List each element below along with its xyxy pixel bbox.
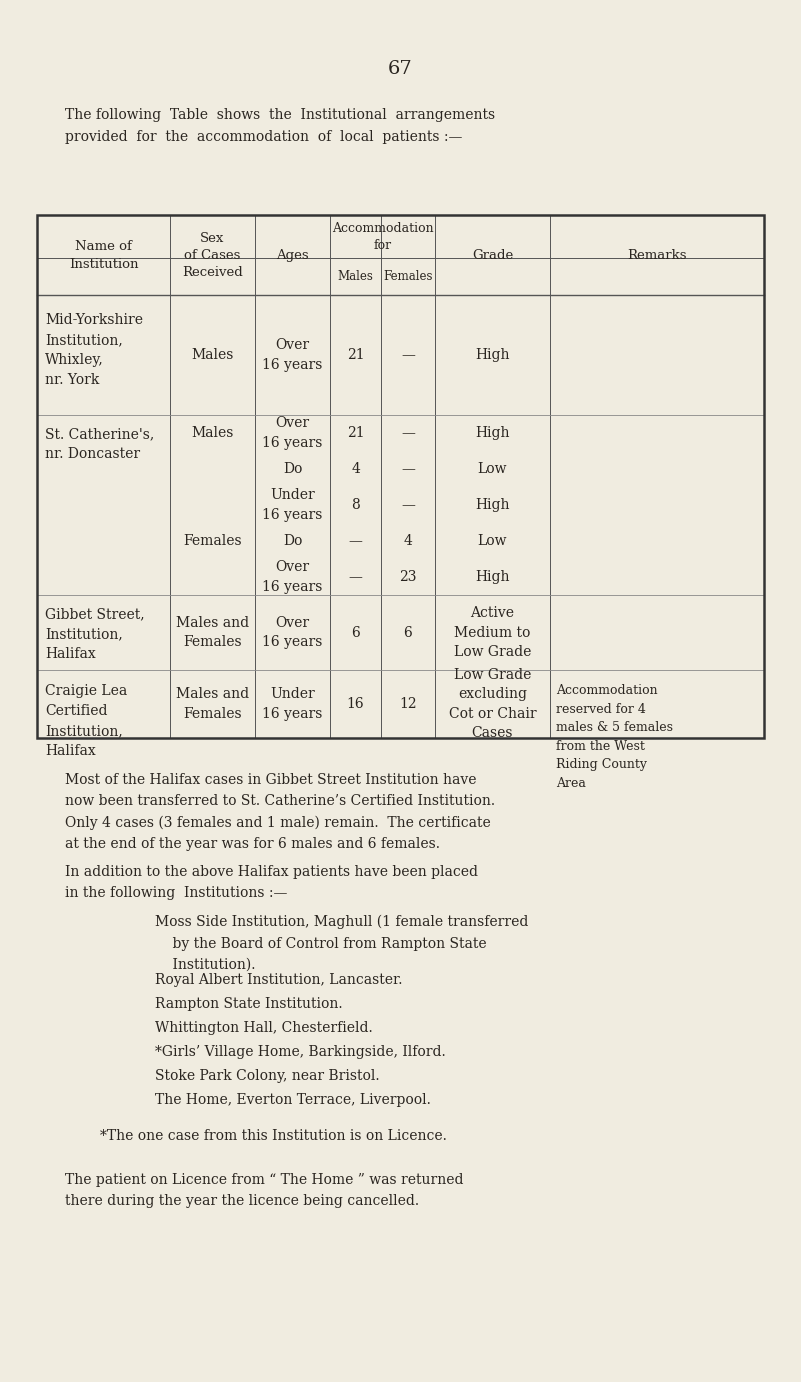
Text: Low Grade
excluding
Cot or Chair
Cases: Low Grade excluding Cot or Chair Cases <box>449 668 537 741</box>
Text: Females: Females <box>383 269 433 283</box>
Text: Whittington Hall, Chesterfield.: Whittington Hall, Chesterfield. <box>155 1021 372 1035</box>
Text: High: High <box>475 348 509 362</box>
Text: Most of the Halifax cases in Gibbet Street Institution have
now been transferred: Most of the Halifax cases in Gibbet Stre… <box>65 773 495 851</box>
Text: Royal Albert Institution, Lancaster.: Royal Albert Institution, Lancaster. <box>155 973 402 987</box>
Text: Over
16 years: Over 16 years <box>262 416 323 449</box>
Text: 6: 6 <box>351 626 360 640</box>
Text: Active
Medium to
Low Grade: Active Medium to Low Grade <box>454 605 531 659</box>
Text: Low: Low <box>477 462 507 475</box>
Text: Over
16 years: Over 16 years <box>262 560 323 594</box>
Text: —: — <box>401 348 415 362</box>
Text: —: — <box>348 533 362 549</box>
Text: —: — <box>401 462 415 475</box>
Text: —: — <box>348 569 362 585</box>
Text: Under
16 years: Under 16 years <box>262 488 323 522</box>
Text: Over
16 years: Over 16 years <box>262 616 323 650</box>
Text: Males and
Females: Males and Females <box>176 687 249 721</box>
Text: Remarks: Remarks <box>627 249 686 261</box>
Text: Sex
of Cases
Received: Sex of Cases Received <box>182 232 243 279</box>
Text: Rampton State Institution.: Rampton State Institution. <box>155 996 343 1012</box>
Text: —: — <box>401 426 415 439</box>
Text: The Home, Everton Terrace, Liverpool.: The Home, Everton Terrace, Liverpool. <box>155 1093 431 1107</box>
Text: 21: 21 <box>347 348 364 362</box>
Text: Name of
Institution: Name of Institution <box>69 239 139 271</box>
Text: 67: 67 <box>388 59 413 77</box>
Text: Stoke Park Colony, near Bristol.: Stoke Park Colony, near Bristol. <box>155 1070 380 1083</box>
Text: *The one case from this Institution is on Licence.: *The one case from this Institution is o… <box>100 1129 447 1143</box>
Text: —: — <box>401 498 415 511</box>
Text: The following  Table  shows  the  Institutional  arrangements: The following Table shows the Institutio… <box>65 108 495 122</box>
Text: Low: Low <box>477 533 507 549</box>
Text: In addition to the above Halifax patients have been placed
in the following  Ins: In addition to the above Halifax patient… <box>65 865 478 900</box>
Text: High: High <box>475 426 509 439</box>
Text: 12: 12 <box>399 697 417 710</box>
Text: Mid-Yorkshire
Institution,
Whixley,
nr. York: Mid-Yorkshire Institution, Whixley, nr. … <box>45 312 143 387</box>
Text: Moss Side Institution, Maghull (1 female transferred
    by the Board of Control: Moss Side Institution, Maghull (1 female… <box>155 915 529 972</box>
Text: Males: Males <box>191 348 234 362</box>
Text: The patient on Licence from “ The Home ” was returned
there during the year the : The patient on Licence from “ The Home ”… <box>65 1173 464 1208</box>
Text: Do: Do <box>283 462 302 475</box>
Text: Grade: Grade <box>472 249 513 261</box>
Text: St. Catherine's,
nr. Doncaster: St. Catherine's, nr. Doncaster <box>45 427 155 460</box>
Text: Males: Males <box>191 426 234 439</box>
Text: Over
16 years: Over 16 years <box>262 339 323 372</box>
Text: provided  for  the  accommodation  of  local  patients :—: provided for the accommodation of local … <box>65 130 462 144</box>
Text: Gibbet Street,
Institution,
Halifax: Gibbet Street, Institution, Halifax <box>45 607 145 661</box>
Text: Males: Males <box>337 269 373 283</box>
Text: High: High <box>475 569 509 585</box>
Text: Under
16 years: Under 16 years <box>262 687 323 721</box>
Text: Accommodation
reserved for 4
males & 5 females
from the West
Riding County
Area: Accommodation reserved for 4 males & 5 f… <box>556 684 673 789</box>
Text: 23: 23 <box>399 569 417 585</box>
Text: Males and
Females: Males and Females <box>176 616 249 650</box>
Text: Accommodation
for: Accommodation for <box>332 221 433 252</box>
Text: *Girls’ Village Home, Barkingside, Ilford.: *Girls’ Village Home, Barkingside, Ilfor… <box>155 1045 445 1059</box>
Text: High: High <box>475 498 509 511</box>
Text: 16: 16 <box>347 697 364 710</box>
Text: 21: 21 <box>347 426 364 439</box>
Text: Do: Do <box>283 533 302 549</box>
Text: 4: 4 <box>404 533 413 549</box>
Text: 8: 8 <box>351 498 360 511</box>
Text: 6: 6 <box>404 626 413 640</box>
Text: Ages: Ages <box>276 249 309 261</box>
Text: Craigie Lea
Certified
Institution,
Halifax: Craigie Lea Certified Institution, Halif… <box>45 684 127 759</box>
Text: Females: Females <box>183 533 242 549</box>
Text: 4: 4 <box>351 462 360 475</box>
Bar <box>37 216 764 738</box>
